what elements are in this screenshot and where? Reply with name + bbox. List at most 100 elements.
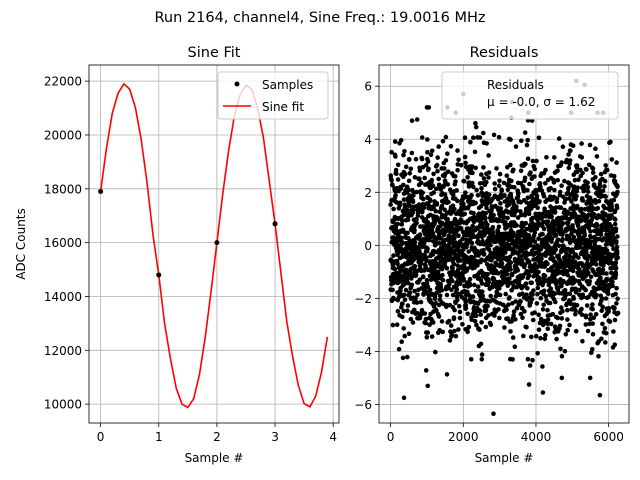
residual-point [588,274,594,280]
residual-point [567,322,572,328]
residual-point [599,296,605,301]
residual-point [488,322,494,328]
residual-point [475,301,481,307]
residual-point [530,215,536,221]
residual-point [548,286,554,292]
residual-point [474,187,479,193]
residual-point [455,162,461,167]
residual-point [537,181,543,186]
sine-fit-legend-box [217,71,329,120]
residual-point [422,175,428,181]
residual-point [496,134,502,140]
sine-fit-axes: 0 1 2 3 4 10000 12000 14000 16000 18000 20000 22000… [14,45,340,465]
residual-point [576,177,581,182]
residual-point [492,186,498,192]
residual-point [502,325,507,330]
residual-point [523,161,528,167]
residual-point [450,265,455,271]
residual-point [455,297,460,303]
residual-point [555,315,561,321]
residual-point [405,280,411,286]
residual-point [579,312,585,318]
residual-point [483,215,488,221]
residual-point [390,182,395,188]
residual-point [479,320,484,325]
residual-point [588,229,593,234]
residual-point [388,202,393,207]
residual-point [489,208,494,213]
sine-fit-ytick-label: 12000 [44,344,82,358]
residual-point [437,209,443,215]
residual-point [559,316,565,321]
residual-point [519,138,524,143]
residual-point [488,242,493,248]
residual-point [507,254,513,260]
residual-point [480,293,486,299]
residual-point [492,313,497,318]
residual-point [447,338,453,343]
residual-point [593,312,599,317]
residual-point [611,197,617,203]
residual-point [613,272,619,278]
residual-point [485,271,490,277]
residual-point [526,211,532,217]
residual-point [477,327,482,332]
residual-point [529,297,535,302]
sine-fit-ylabel: ADC Counts [14,208,28,280]
residuals-ytick-label: 6 [364,80,372,94]
residual-point [573,328,579,334]
residual-point [421,205,427,210]
residual-point [600,188,606,193]
residual-point [475,193,481,198]
residual-point [597,181,603,187]
residual-point [408,166,414,172]
residual-point [520,315,525,321]
residual-point [407,171,413,176]
residual-point [571,296,576,301]
residual-point [502,193,507,198]
residual-point [596,354,601,359]
residual-point [588,239,593,245]
residual-point [436,144,442,149]
residual-point [406,188,411,193]
sine-fit-data [98,82,329,409]
residual-point [583,314,589,320]
residual-point [458,258,463,263]
residual-point [461,178,467,184]
residual-point [515,268,521,273]
residual-point [593,146,598,151]
residual-point [612,317,618,323]
residual-point [564,301,570,307]
residual-point [593,175,598,180]
residual-point [605,291,611,297]
residual-point [548,321,554,327]
residual-point [455,148,460,153]
residual-point [532,310,537,315]
residual-point [415,213,421,219]
residual-point [498,206,504,211]
residual-point [573,278,578,283]
residual-point [400,218,405,224]
residual-point [504,307,509,312]
residual-point [530,317,536,323]
residual-point [406,178,412,184]
residual-point [522,130,528,135]
residual-point [486,192,492,197]
residual-point [580,294,586,300]
residual-point [396,346,402,352]
residual-point [547,300,553,306]
residual-point [573,286,578,292]
residual-point [582,233,587,238]
residual-point [508,162,513,168]
residual-point [479,257,484,263]
residual-point [426,166,431,172]
residual-point [521,333,526,339]
sine-fit-xtick-label: 3 [271,430,279,444]
residual-point [443,158,449,163]
residual-point [417,176,422,181]
residual-point [603,194,608,199]
residual-point [392,266,398,272]
residual-point [604,276,610,282]
residual-point [610,283,615,289]
residual-point [522,175,528,181]
